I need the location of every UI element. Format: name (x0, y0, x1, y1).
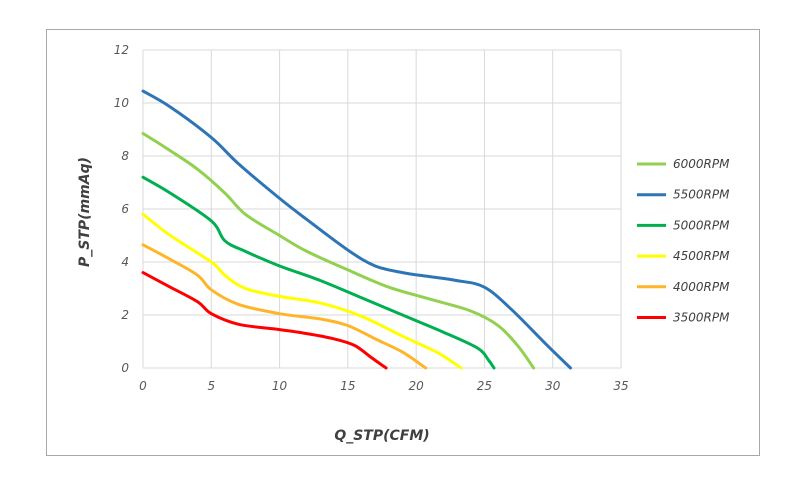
x-tick-label: 15 (340, 379, 355, 393)
y-tick-label: 12 (114, 43, 129, 57)
series-line-3500rpm (141, 271, 388, 370)
y-tick-label: 10 (114, 96, 130, 110)
legend-label-5000rpm: 5000RPM (673, 218, 730, 232)
legend-label-5500rpm: 5500RPM (673, 188, 730, 202)
chart-frame (46, 29, 760, 456)
y-tick-label: 2 (121, 308, 129, 322)
x-tick-label: 5 (207, 379, 215, 393)
y-tick-label: 8 (121, 149, 129, 163)
x-tick-label: 0 (139, 379, 147, 393)
legend-label-4500rpm: 4500RPM (673, 249, 730, 263)
x-tick-label: 25 (477, 379, 492, 393)
series-line-5000rpm (141, 175, 496, 370)
x-tick-label: 35 (613, 379, 628, 393)
grid (142, 49, 622, 369)
x-tick-label: 30 (545, 379, 561, 393)
legend-label-4000rpm: 4000RPM (673, 280, 730, 294)
x-axis-title: Q_STP(CFM) (334, 428, 429, 444)
tick-labels: 0 5 10 15 20 25 30 35 0 2 4 6 8 10 12 (114, 43, 629, 393)
y-axis-title: P_STP(mmAq) (77, 157, 93, 267)
series-line-4500rpm (141, 212, 463, 370)
series-line-4000rpm (141, 243, 428, 370)
y-tick-label: 6 (121, 202, 129, 216)
y-tick-label: 0 (121, 361, 129, 375)
series-lines (141, 89, 572, 370)
legend-label-3500rpm: 3500RPM (673, 311, 730, 325)
legend: 6000RPM 5500RPM 5000RPM 4500RPM 4000RPM 3500R… (637, 157, 730, 325)
series-line-5500rpm (141, 89, 572, 370)
y-tick-label: 4 (121, 255, 129, 269)
series-line-6000rpm (141, 132, 536, 370)
legend-label-6000rpm: 6000RPM (673, 157, 730, 171)
x-tick-label: 10 (272, 379, 288, 393)
x-tick-label: 20 (409, 379, 425, 393)
